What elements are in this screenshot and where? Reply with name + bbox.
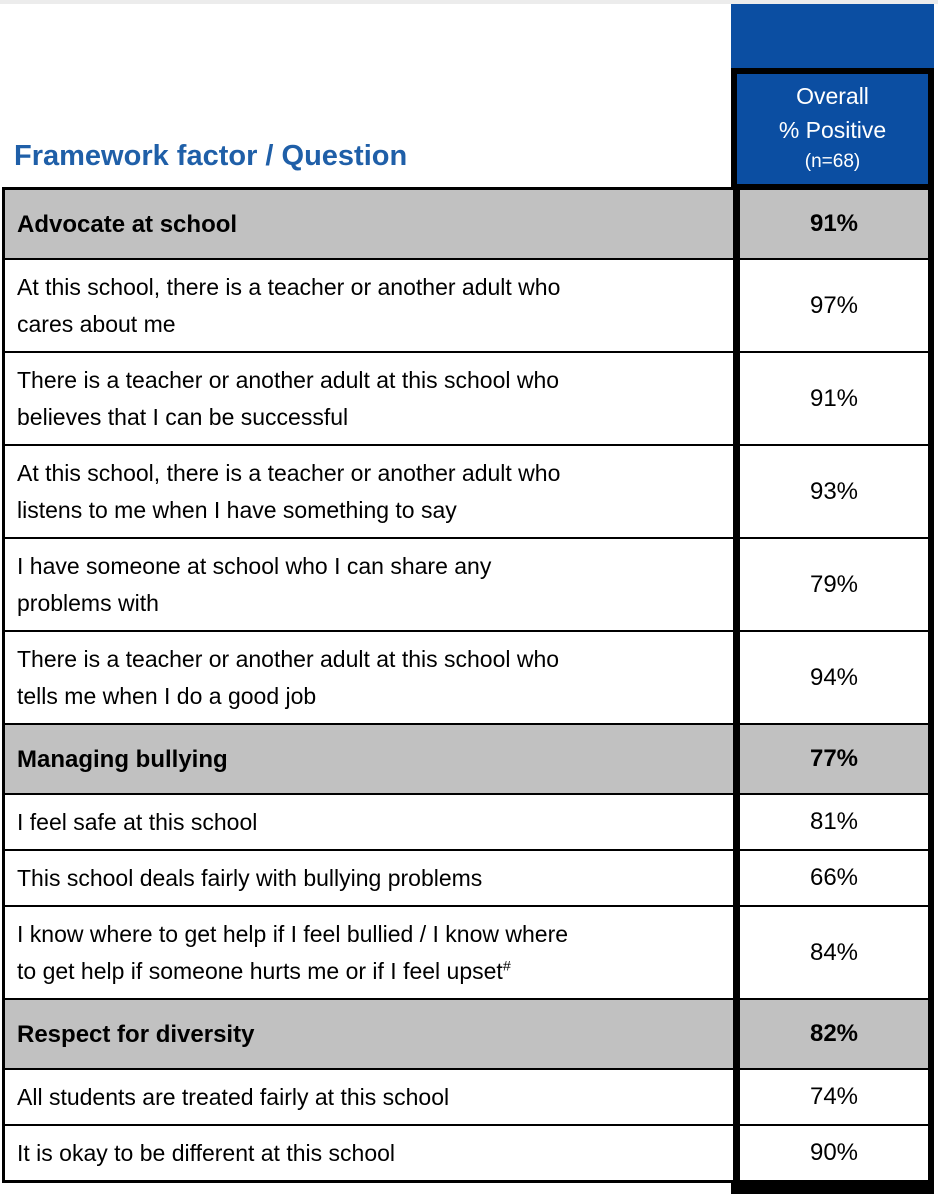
row-label: There is a teacher or another adult at t…	[17, 367, 560, 430]
question-row: This school deals fairly with bullying p…	[5, 851, 928, 907]
overall-column-band	[731, 4, 934, 68]
row-label: All students are treated fairly at this …	[17, 1084, 450, 1110]
question-row: At this school, there is a teacher or an…	[5, 446, 928, 539]
column-header-line1: Overall	[796, 83, 869, 109]
factor-row: Respect for diversity 82%	[5, 1000, 928, 1070]
column-header-sample-size: (n=68)	[804, 151, 861, 172]
question-row: It is okay to be different at this schoo…	[5, 1126, 928, 1180]
question-row: I have someone at school who I can share…	[5, 539, 928, 632]
row-label: At this school, there is a teacher or an…	[17, 460, 561, 523]
results-table: Advocate at school 91% At this school, the…	[2, 187, 934, 1183]
row-label: This school deals fairly with bullying p…	[17, 865, 483, 891]
row-label: At this school, there is a teacher or an…	[17, 274, 561, 337]
column-header-line2: % Positive	[778, 117, 887, 143]
row-percent-value: 77%	[733, 725, 928, 793]
overall-column-header: Overall % Positive (n=68)	[731, 68, 934, 190]
row-label: There is a teacher or another adult at t…	[17, 646, 560, 709]
row-label: I have someone at school who I can share…	[17, 553, 492, 616]
footnote-marker: #	[502, 958, 511, 975]
row-label: I feel safe at this school	[17, 809, 258, 835]
row-percent-value: 74%	[733, 1070, 928, 1124]
factor-row: Managing bullying 77%	[5, 725, 928, 795]
row-label: Respect for diversity	[17, 1021, 255, 1048]
row-percent-value: 66%	[733, 851, 928, 905]
row-label: Advocate at school	[17, 211, 238, 238]
question-row: All students are treated fairly at this …	[5, 1070, 928, 1126]
factor-row: Advocate at school 91%	[5, 190, 928, 260]
question-row: I know where to get help if I feel bulli…	[5, 907, 928, 1000]
row-percent-value: 81%	[733, 795, 928, 849]
row-percent-value: 93%	[733, 446, 928, 537]
row-percent-value: 94%	[733, 632, 928, 723]
top-edge-strip	[0, 0, 938, 4]
row-percent-value: 90%	[733, 1126, 928, 1180]
row-percent-value: 79%	[733, 539, 928, 630]
overall-column-bottom-border	[731, 1182, 934, 1194]
row-percent-value: 82%	[733, 1000, 928, 1068]
row-label: Managing bullying	[17, 746, 228, 773]
question-row: I feel safe at this school 81%	[5, 795, 928, 851]
row-percent-value: 97%	[733, 260, 928, 351]
question-row: At this school, there is a teacher or an…	[5, 260, 928, 353]
row-label: I know where to get help if I feel bulli…	[17, 921, 569, 984]
row-label: It is okay to be different at this schoo…	[17, 1140, 396, 1166]
question-row: There is a teacher or another adult at t…	[5, 353, 928, 446]
row-percent-value: 91%	[733, 190, 928, 258]
question-row: There is a teacher or another adult at t…	[5, 632, 928, 725]
row-percent-value: 91%	[733, 353, 928, 444]
page-title: Framework factor / Question	[14, 140, 408, 172]
row-percent-value: 84%	[733, 907, 928, 998]
